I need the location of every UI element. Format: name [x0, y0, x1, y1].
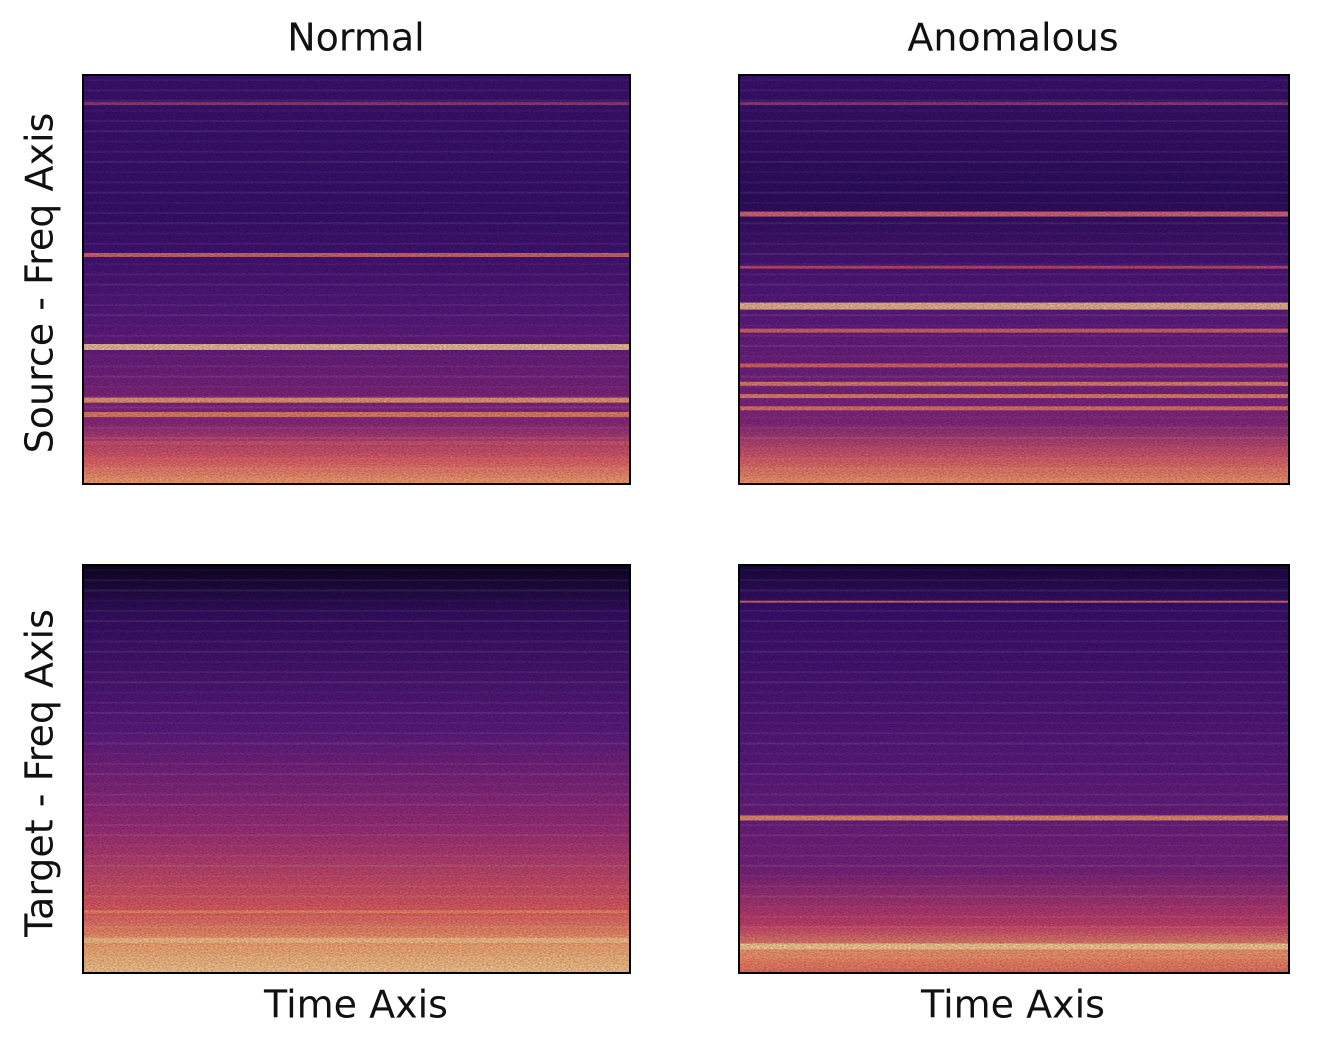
axes-frame [738, 74, 1290, 485]
axes-frame [82, 74, 631, 485]
axes-frame [82, 564, 631, 974]
column-title: Anomalous [907, 16, 1118, 60]
column-title: Normal [287, 16, 425, 60]
x-axis-label: Time Axis [920, 983, 1105, 1027]
noise-texture [739, 75, 1289, 484]
axes-frame [738, 564, 1290, 974]
row-label: Target - Freq Axis [18, 609, 62, 938]
row-label: Source - Freq Axis [18, 113, 62, 454]
noise-texture [83, 75, 630, 484]
x-axis-label: Time Axis [263, 983, 448, 1027]
noise-texture [83, 565, 630, 973]
noise-texture [739, 565, 1289, 973]
